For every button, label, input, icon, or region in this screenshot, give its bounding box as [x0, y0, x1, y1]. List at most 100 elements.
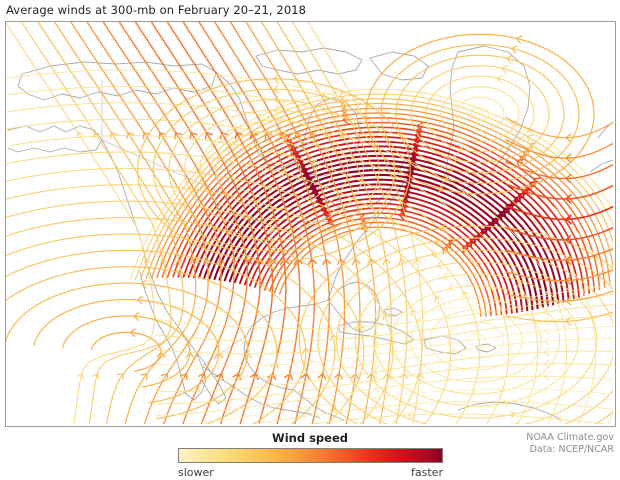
streamline: [373, 273, 579, 407]
streamline-arrow: [76, 132, 84, 139]
streamline: [258, 207, 503, 316]
streamline: [246, 151, 302, 189]
streamline: [203, 154, 560, 305]
streamline-arrow: [373, 311, 379, 319]
coastline: [139, 261, 207, 401]
streamline-arrow: [76, 373, 84, 380]
streamline-arrow: [544, 337, 550, 345]
streamline: [230, 141, 318, 199]
streamline-arrow: [543, 347, 550, 356]
streamline: [6, 102, 568, 424]
streamline: [208, 159, 555, 306]
streamline-arrow: [373, 367, 380, 376]
streamline: [137, 78, 411, 262]
streamline-arrow: [284, 372, 294, 380]
streamline-arrow: [329, 334, 339, 341]
streamline: [213, 164, 549, 307]
streamline-arrow: [543, 399, 550, 408]
streamline: [215, 130, 333, 210]
streamline: [155, 294, 613, 330]
streamline-arrow: [544, 385, 550, 394]
streamline-arrow: [300, 373, 310, 380]
streamline: [152, 88, 396, 252]
streamline-arrow: [215, 373, 224, 381]
streamline: [273, 221, 487, 317]
streamline-arrow: [373, 393, 379, 402]
streamline: [292, 22, 408, 424]
coastline: [337, 321, 415, 345]
streamline-arrow: [175, 258, 184, 265]
streamline-arrow: [354, 132, 363, 139]
streamline-arrow: [267, 183, 274, 192]
streamline-arrow: [382, 258, 391, 265]
streamline-arrow: [373, 350, 380, 358]
streamline-arrow: [325, 145, 332, 154]
streamline-arrow: [329, 403, 337, 411]
streamline: [380, 44, 580, 184]
streamline-arrow: [269, 225, 275, 235]
streamline-arrow: [356, 325, 365, 332]
streamline-arrow: [544, 290, 550, 299]
streamline-arrow: [442, 272, 449, 281]
streamline-arrow: [516, 35, 523, 44]
streamline: [155, 326, 613, 367]
streamline-arrow: [91, 373, 100, 380]
streamline-arrow: [565, 173, 572, 184]
streamline-arrow: [529, 142, 537, 151]
streamline: [129, 88, 613, 282]
streamline: [244, 192, 518, 314]
streamline-arrow: [557, 415, 564, 424]
streamline-arrow: [373, 358, 380, 367]
wind-speed-colorbar: [178, 448, 443, 463]
streamline: [229, 22, 346, 424]
streamline-arrow: [434, 236, 441, 245]
streamline: [37, 22, 184, 424]
streamline-arrow: [437, 184, 444, 193]
streamline: [156, 112, 606, 289]
streamline-arrow: [273, 95, 280, 104]
streamline-arrow: [544, 326, 550, 335]
streamline: [155, 304, 613, 342]
streamline-arrow: [397, 258, 407, 265]
streamline: [9, 135, 510, 424]
streamline-arrow: [269, 205, 275, 214]
streamline: [168, 99, 380, 241]
streamline: [6, 233, 336, 424]
streamline-arrow: [129, 328, 136, 338]
streamline-arrow: [241, 213, 249, 222]
streamline: [187, 140, 575, 300]
streamline: [354, 261, 598, 419]
coastline: [201, 365, 321, 419]
streamline-arrow: [373, 375, 380, 384]
streamline-arrow: [216, 258, 226, 265]
streamline: [155, 363, 613, 405]
streamline-arrow: [373, 331, 380, 340]
streamline-arrow: [515, 422, 520, 424]
streamline-arrow: [565, 296, 572, 306]
streamline-arrow: [440, 223, 448, 232]
streamline-arrow: [322, 89, 329, 98]
streamline: [391, 285, 561, 395]
streamline: [161, 117, 601, 291]
streamline-arrow: [294, 131, 303, 140]
streamline-arrow: [503, 399, 510, 408]
streamline: [6, 249, 307, 424]
streamline-arrow: [268, 246, 275, 256]
streamline-arrow: [447, 164, 454, 173]
streamline-arrow: [189, 131, 198, 140]
coastline: [475, 343, 497, 353]
streamline-arrow: [526, 146, 534, 155]
streamline-arrow: [462, 291, 470, 298]
streamline-arrow: [565, 133, 572, 143]
streamline-arrow: [543, 372, 550, 381]
streamline-arrow: [565, 234, 572, 245]
streamline: [182, 388, 613, 424]
streamline-arrow: [416, 121, 424, 132]
streamline-arrow: [532, 177, 541, 186]
streamline-arrow: [543, 359, 550, 368]
streamline-arrow: [273, 105, 279, 115]
streamline-arrow: [142, 131, 151, 140]
streamline: [264, 212, 498, 316]
streamline-arrow: [309, 131, 318, 140]
streamline: [184, 109, 364, 231]
